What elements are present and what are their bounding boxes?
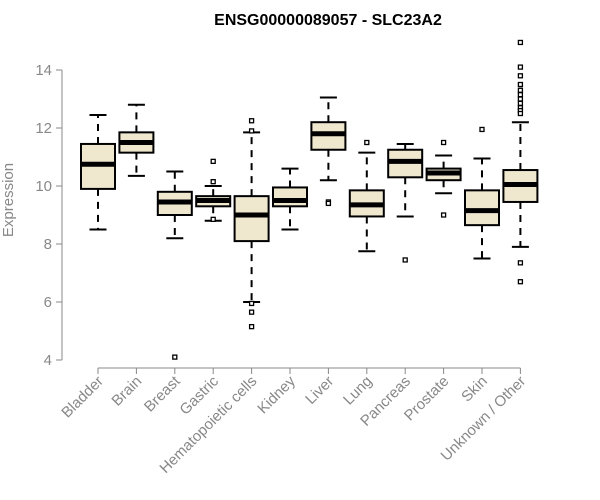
box-group <box>348 139 385 253</box>
y-tick-label: 6 <box>44 294 52 311</box>
outlier-point <box>517 260 524 266</box>
outlier-point <box>517 64 524 70</box>
box-group <box>272 167 308 231</box>
plot-area <box>80 39 539 360</box>
outlier-point <box>517 110 524 117</box>
x-tick-label: Lung <box>340 373 376 409</box>
outlier-point <box>364 139 370 146</box>
outlier-point <box>402 257 408 263</box>
outlier-point <box>440 139 447 146</box>
y-tick-label: 4 <box>44 352 52 369</box>
y-tick-label: 8 <box>44 236 52 253</box>
outlier-point <box>517 92 524 98</box>
x-tick-label: Skin <box>458 373 491 406</box>
outlier-point <box>517 81 524 88</box>
outlier-point <box>210 216 216 223</box>
chart-title: ENSG00000089057 - SLC23A2 <box>214 12 442 29</box>
box-group <box>80 113 116 231</box>
outlier-point <box>248 323 255 330</box>
box-group <box>310 96 347 207</box>
box-group <box>464 126 500 260</box>
x-tick-label: Kidney <box>254 372 299 417</box>
y-tick-label: 10 <box>35 178 52 195</box>
x-tick-label: Bladder <box>58 373 107 422</box>
box-group <box>233 118 270 330</box>
outlier-point <box>172 354 178 360</box>
y-axis-label: Expression <box>0 163 17 237</box>
iqr-box <box>272 186 308 208</box>
box-group <box>156 170 193 360</box>
outlier-point <box>517 96 524 102</box>
outlier-point <box>210 158 216 165</box>
y-axis: 4 6 8 10 12 14 <box>35 62 63 369</box>
outlier-point <box>517 100 524 106</box>
x-tick-label: Brain <box>108 373 145 410</box>
box-group <box>502 39 539 285</box>
box-group <box>387 142 424 263</box>
y-tick-label: 14 <box>35 62 52 79</box>
outlier-point <box>248 309 255 315</box>
iqr-box <box>233 195 270 243</box>
outlier-point <box>325 200 332 207</box>
box-group <box>118 103 155 177</box>
iqr-box <box>464 189 500 227</box>
outlier-point <box>517 73 524 79</box>
outlier-point <box>210 178 216 185</box>
outlier-point <box>517 87 524 93</box>
y-tick-label: 12 <box>35 120 52 137</box>
outlier-point <box>248 128 255 134</box>
box-group <box>425 139 462 218</box>
outlier-point <box>248 300 255 307</box>
outlier-point <box>248 118 255 124</box>
box-group <box>195 158 232 223</box>
outlier-point <box>440 212 447 218</box>
outlier-point <box>479 126 485 133</box>
x-tick-label: Liver <box>302 373 337 408</box>
outlier-point <box>517 279 524 285</box>
outlier-point <box>517 39 524 46</box>
